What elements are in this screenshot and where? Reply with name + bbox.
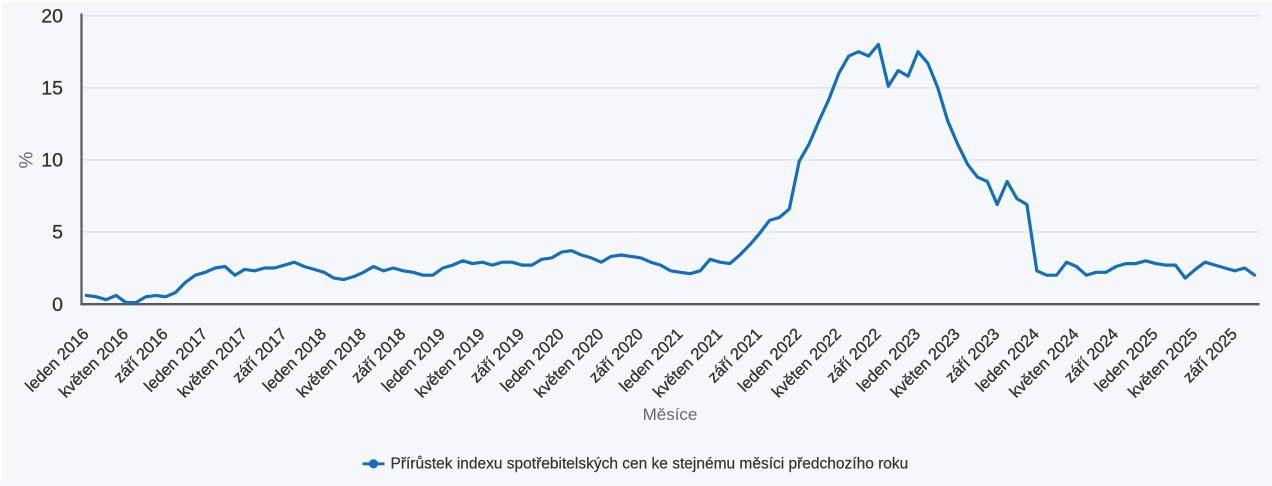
svg-text:5: 5 xyxy=(52,222,63,244)
svg-text:Měsíce: Měsíce xyxy=(643,405,698,424)
svg-text:10: 10 xyxy=(41,150,63,172)
svg-text:15: 15 xyxy=(41,78,63,100)
svg-text:Přírůstek indexu spotřebitelsk: Přírůstek indexu spotřebitelských cen ke… xyxy=(391,456,909,473)
svg-text:0: 0 xyxy=(52,294,63,316)
svg-text:20: 20 xyxy=(41,6,63,28)
svg-text:%: % xyxy=(16,151,37,168)
